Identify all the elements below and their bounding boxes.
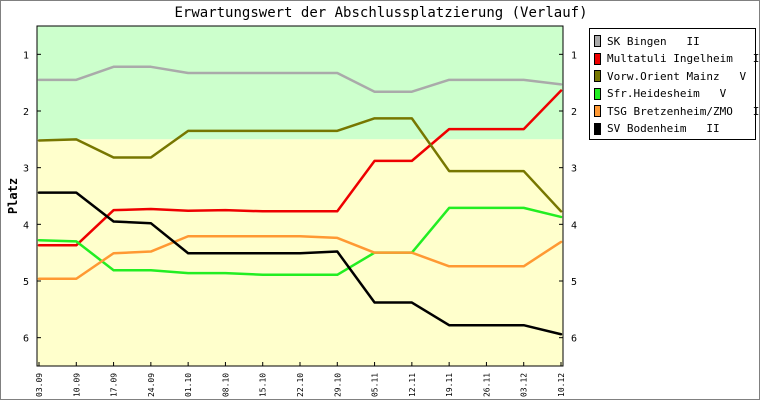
legend-entry-1: Multatuli Ingelheim IV [594, 52, 760, 66]
x-tick-label-12: 26.11 [482, 373, 491, 397]
y-tick-label-right-3: 3 [571, 164, 577, 175]
chart-title: Erwartungswert der Abschlussplatzierung … [174, 5, 588, 21]
x-tick-label-2: 17.09 [110, 373, 119, 397]
x-tick-label-7: 22.10 [296, 373, 305, 397]
y-axis-label: Platz [6, 178, 20, 214]
y-tick-label-right-4: 4 [571, 220, 577, 231]
y-tick-label-left-1: 1 [23, 50, 29, 61]
series-line-4 [37, 234, 563, 280]
legend-swatch-4 [594, 105, 601, 117]
legend-entry-4: TSG Bretzenheim/ZMO II [594, 104, 760, 118]
legend-entry-0: SK Bingen II [594, 34, 700, 48]
legend-label-3: Sfr.Heidesheim V [607, 87, 727, 100]
legend-entry-2: Vorw.Orient Mainz V [594, 69, 746, 83]
y-tick-label-left-6: 6 [23, 334, 29, 345]
y-tick-label-left-3: 3 [23, 164, 29, 175]
background-band-0 [37, 26, 563, 140]
legend-swatch-1 [594, 52, 601, 65]
legend-swatch-2 [594, 70, 601, 82]
series-line-1 [37, 89, 563, 247]
y-tick-label-right-6: 6 [571, 334, 577, 345]
legend-label-5: SV Bodenheim II [607, 122, 720, 135]
legend-label-0: SK Bingen II [607, 34, 700, 48]
y-tick-label-left-2: 2 [23, 107, 29, 118]
legend: SK Bingen II Multatuli Ingelheim IV Vorw.O… [589, 28, 760, 140]
legend-entry-5: SV Bodenheim II [594, 122, 720, 136]
x-tick-label-14: 10.12 [557, 373, 566, 397]
legend-swatch-0 [594, 35, 601, 47]
y-tick-label-left-4: 4 [23, 220, 29, 231]
x-tick-label-1: 10.09 [72, 373, 81, 397]
x-tick-label-0: 03.09 [35, 373, 44, 397]
series-line-2 [37, 117, 563, 213]
y-tick-label-right-2: 2 [571, 107, 577, 118]
x-tick-label-6: 15.10 [259, 373, 268, 397]
y-tick-label-right-5: 5 [571, 277, 577, 288]
x-tick-label-4: 01.10 [184, 373, 193, 397]
x-tick-label-3: 24.09 [147, 373, 156, 397]
x-tick-label-11: 19.11 [445, 373, 454, 397]
legend-label-1: Multatuli Ingelheim IV [607, 52, 760, 65]
x-tick-label-5: 08.10 [221, 373, 230, 397]
x-tick-label-10: 12.11 [408, 373, 417, 397]
x-tick-label-9: 05.11 [371, 373, 380, 397]
legend-swatch-5 [594, 122, 601, 135]
series-line-0 [37, 65, 563, 93]
legend-label-2: Vorw.Orient Mainz V [607, 69, 747, 83]
legend-label-4: TSG Bretzenheim/ZMO II [607, 104, 760, 118]
x-tick-label-13: 03.12 [520, 373, 529, 397]
y-tick-label-left-5: 5 [23, 277, 29, 288]
legend-swatch-3 [594, 87, 601, 100]
series-line-3 [37, 206, 563, 277]
y-tick-label-right-1: 1 [571, 50, 577, 61]
series-line-5 [37, 191, 563, 336]
x-tick-label-8: 29.10 [333, 373, 342, 397]
legend-entry-3: Sfr.Heidesheim V [594, 87, 726, 101]
